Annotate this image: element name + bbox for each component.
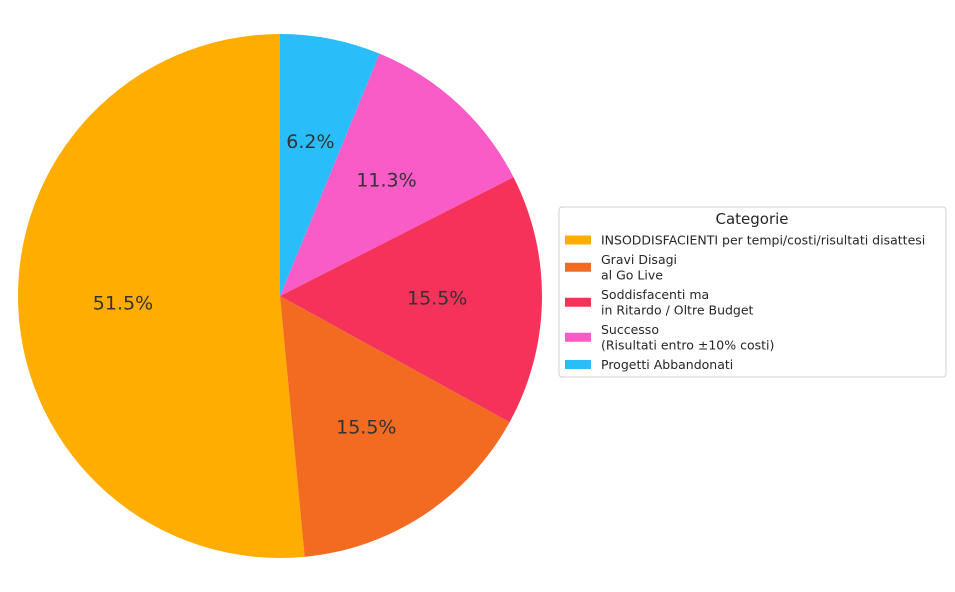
legend-label: Gravi Disagi al Go Live: [601, 252, 677, 283]
legend-items: INSODDISFACIENTI per tempi/costi/risulta…: [565, 233, 925, 372]
pie-percent-label: 6.2%: [286, 131, 334, 153]
legend-swatch: [565, 262, 591, 272]
pie-slices: [17, 34, 542, 558]
legend: Categorie INSODDISFACIENTI per tempi/cos…: [558, 206, 947, 378]
pie-slice: [280, 177, 542, 423]
legend-label: INSODDISFACIENTI per tempi/costi/risulta…: [601, 233, 925, 248]
pie-slice: [280, 53, 514, 296]
pie-slice: [280, 296, 510, 557]
pie-slice: [280, 34, 380, 296]
pie-slice: [17, 34, 305, 558]
pie-percent-label: 15.5%: [336, 416, 396, 438]
legend-swatch: [565, 360, 591, 369]
legend-swatch: [565, 332, 591, 342]
legend-swatch: [565, 235, 591, 245]
pie-percent-labels: 51.5% 15.5% 15.5% 11.3% 6.2%: [93, 131, 468, 439]
pie-percent-label: 11.3%: [356, 169, 416, 191]
legend-swatch: [565, 297, 591, 307]
legend-frame: [558, 206, 947, 378]
legend-label: Soddisfacenti ma in Ritardo / Oltre Budge…: [601, 287, 754, 318]
legend-title: Categorie: [715, 210, 788, 228]
pie-percent-label: 51.5%: [93, 292, 153, 314]
legend-label: Progetti Abbandonati: [601, 357, 733, 372]
pie-percent-label: 15.5%: [407, 287, 467, 309]
legend-label: Successo (Risultati entro ±10% costi): [601, 322, 774, 353]
